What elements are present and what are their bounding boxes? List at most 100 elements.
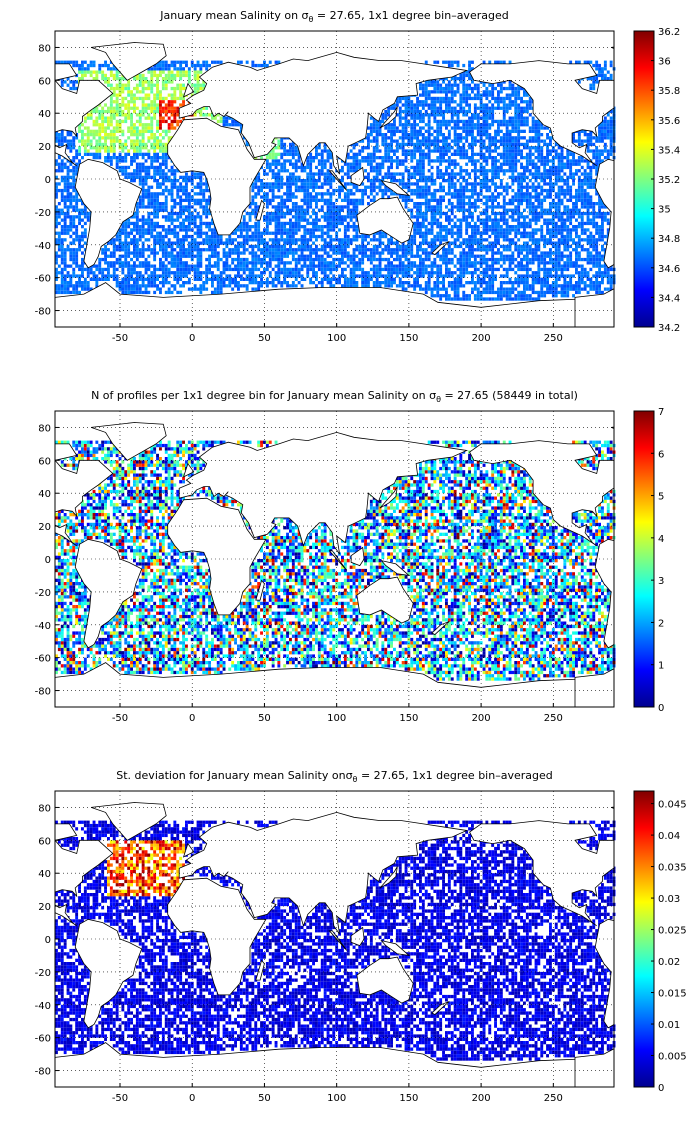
data-cell bbox=[135, 172, 139, 176]
data-cell bbox=[419, 234, 422, 239]
data-cell bbox=[566, 254, 570, 258]
data-cell bbox=[577, 290, 581, 295]
data-cell bbox=[586, 271, 590, 275]
data-cell bbox=[317, 228, 321, 232]
data-cell bbox=[479, 254, 483, 258]
data-cell bbox=[387, 165, 391, 170]
data-cell bbox=[546, 281, 549, 285]
data-cell bbox=[459, 274, 463, 278]
data-cell bbox=[462, 274, 466, 278]
data-cell bbox=[193, 231, 197, 235]
data-cell bbox=[436, 264, 440, 268]
data-cell bbox=[130, 238, 133, 242]
data-cell bbox=[127, 165, 131, 170]
data-cell bbox=[147, 254, 151, 258]
data-cell bbox=[211, 264, 214, 268]
data-cell bbox=[245, 241, 249, 245]
data-cell bbox=[543, 175, 547, 179]
data-cell bbox=[485, 208, 489, 212]
data-cell bbox=[534, 208, 538, 212]
data-cell bbox=[421, 169, 425, 173]
data-cell bbox=[112, 251, 116, 255]
data-cell bbox=[176, 238, 180, 242]
data-cell bbox=[595, 215, 599, 219]
data-cell bbox=[537, 172, 541, 176]
data-cell bbox=[401, 159, 405, 163]
data-cell bbox=[346, 208, 350, 212]
data-cell bbox=[127, 231, 131, 235]
data-cell bbox=[141, 202, 145, 206]
data-cell bbox=[182, 254, 185, 258]
data-cell bbox=[303, 169, 307, 173]
data-cell bbox=[320, 238, 324, 242]
data-cell bbox=[187, 211, 191, 216]
data-cell bbox=[170, 211, 174, 216]
data-cell bbox=[343, 231, 347, 235]
data-cell bbox=[153, 290, 157, 295]
data-cell bbox=[341, 251, 344, 255]
data-cell bbox=[141, 281, 145, 285]
data-cell bbox=[315, 225, 318, 229]
data-cell bbox=[430, 267, 434, 272]
data-cell bbox=[502, 185, 506, 189]
data-cell bbox=[147, 169, 151, 173]
data-cell bbox=[300, 234, 304, 239]
data-cell bbox=[185, 264, 188, 268]
data-cell bbox=[491, 287, 495, 291]
data-cell bbox=[508, 287, 512, 291]
data-cell bbox=[283, 244, 287, 249]
data-cell bbox=[127, 284, 131, 288]
data-cell bbox=[505, 162, 509, 166]
data-cell bbox=[60, 287, 64, 291]
data-cell bbox=[159, 205, 162, 209]
data-cell bbox=[69, 221, 73, 226]
data-cell bbox=[208, 264, 211, 268]
data-cell bbox=[228, 254, 232, 258]
data-cell bbox=[190, 244, 194, 249]
data-cell bbox=[208, 241, 211, 245]
data-cell bbox=[265, 159, 269, 163]
data-cell bbox=[283, 221, 287, 226]
data-cell bbox=[358, 257, 362, 262]
data-cell bbox=[592, 165, 596, 170]
data-cell bbox=[208, 271, 211, 275]
data-cell bbox=[523, 264, 526, 268]
data-cell bbox=[199, 231, 203, 235]
data-cell bbox=[242, 248, 246, 252]
data-cell bbox=[436, 284, 440, 288]
data-cell bbox=[329, 228, 333, 232]
data-cell bbox=[185, 182, 188, 186]
data-cell bbox=[508, 159, 512, 163]
data-cell bbox=[523, 234, 526, 239]
data-cell bbox=[436, 274, 440, 278]
data-cell bbox=[358, 159, 362, 163]
data-cell bbox=[315, 251, 318, 255]
data-cell bbox=[257, 234, 261, 239]
data-cell bbox=[297, 271, 301, 275]
data-cell bbox=[479, 156, 483, 160]
data-cell bbox=[309, 264, 313, 268]
data-cell bbox=[430, 221, 434, 226]
data-cell bbox=[138, 290, 142, 295]
data-cell bbox=[497, 257, 500, 262]
data-cell bbox=[528, 218, 532, 222]
data-cell bbox=[312, 267, 315, 272]
data-cell bbox=[254, 267, 258, 272]
data-cell bbox=[557, 244, 561, 249]
data-cell bbox=[245, 248, 249, 252]
data-cell bbox=[421, 225, 425, 229]
data-cell bbox=[485, 159, 489, 163]
data-cell bbox=[291, 254, 295, 258]
data-cell bbox=[326, 159, 330, 163]
data-cell bbox=[569, 284, 573, 288]
data-cell bbox=[439, 198, 443, 202]
data-cell bbox=[482, 290, 486, 295]
data-cell bbox=[251, 287, 255, 291]
data-cell bbox=[317, 264, 321, 268]
data-cell bbox=[488, 185, 492, 189]
data-cell bbox=[135, 241, 139, 245]
data-cell bbox=[248, 281, 252, 285]
data-cell bbox=[271, 195, 275, 199]
data-cell bbox=[372, 165, 376, 170]
data-cell bbox=[112, 238, 116, 242]
